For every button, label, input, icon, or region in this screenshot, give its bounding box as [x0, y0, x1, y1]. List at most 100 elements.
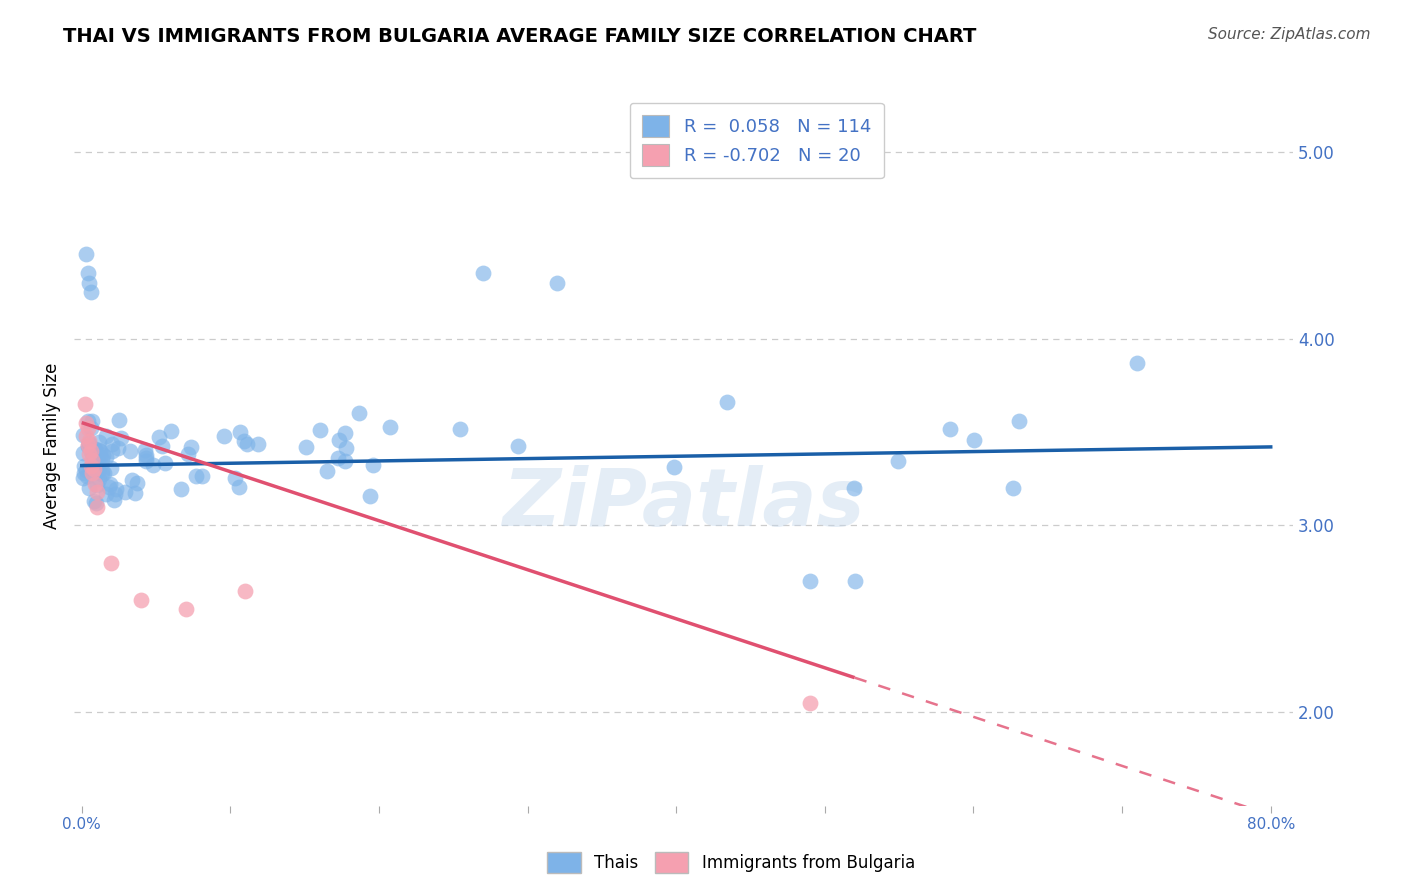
Point: [546, 276, 568, 290]
Point: [121, 473, 143, 487]
Point: [87, 450, 110, 465]
Point: [449, 421, 471, 435]
Point: [86, 465, 108, 479]
Point: [79, 461, 101, 475]
Point: [129, 593, 152, 607]
Point: [79, 443, 101, 458]
Point: [333, 454, 356, 468]
Point: [120, 444, 142, 458]
Point: [104, 487, 127, 501]
Legend: R =  0.058   N = 114, R = -0.702   N = 20: R = 0.058 N = 114, R = -0.702 N = 20: [630, 103, 884, 178]
Point: [76, 266, 98, 280]
Point: [191, 469, 214, 483]
Point: [235, 437, 257, 451]
Point: [844, 574, 866, 589]
Point: [90, 467, 112, 482]
Point: [224, 471, 246, 485]
Point: [101, 443, 124, 458]
Point: [83, 442, 105, 456]
Point: [79, 458, 101, 473]
Point: [80, 414, 103, 428]
Point: [76, 468, 98, 483]
Point: [135, 451, 157, 466]
Point: [89, 444, 111, 458]
Text: ZiPatlas: ZiPatlas: [502, 465, 865, 542]
Point: [89, 450, 111, 464]
Point: [83, 442, 105, 456]
Point: [94, 487, 117, 501]
Point: [108, 413, 131, 427]
Point: [80, 421, 103, 435]
Point: [104, 483, 127, 497]
Point: [72, 471, 94, 485]
Point: [100, 556, 122, 570]
Point: [84, 458, 107, 473]
Point: [73, 459, 96, 474]
Point: [150, 439, 173, 453]
Point: [1008, 414, 1031, 428]
Point: [506, 439, 529, 453]
Point: [662, 459, 685, 474]
Point: [72, 446, 94, 460]
Point: [214, 429, 236, 443]
Point: [333, 426, 356, 441]
Point: [79, 285, 101, 299]
Point: [1126, 356, 1149, 370]
Point: [77, 435, 100, 450]
Point: [228, 425, 250, 439]
Point: [77, 414, 100, 428]
Point: [82, 448, 104, 462]
Point: [472, 266, 495, 280]
Point: [233, 583, 256, 598]
Point: [87, 472, 110, 486]
Y-axis label: Average Family Size: Average Family Size: [44, 363, 60, 529]
Point: [83, 454, 105, 468]
Point: [295, 440, 318, 454]
Point: [180, 440, 202, 454]
Point: [716, 394, 738, 409]
Point: [86, 500, 108, 514]
Text: Source: ZipAtlas.com: Source: ZipAtlas.com: [1208, 27, 1371, 42]
Point: [124, 485, 146, 500]
Point: [135, 454, 157, 468]
Point: [90, 464, 112, 478]
Point: [75, 462, 97, 476]
Point: [328, 434, 350, 448]
Point: [75, 247, 97, 261]
Point: [87, 443, 110, 458]
Point: [135, 448, 157, 462]
Point: [359, 489, 381, 503]
Point: [87, 435, 110, 450]
Text: THAI VS IMMIGRANTS FROM BULGARIA AVERAGE FAMILY SIZE CORRELATION CHART: THAI VS IMMIGRANTS FROM BULGARIA AVERAGE…: [63, 27, 977, 45]
Point: [170, 482, 193, 496]
Point: [76, 438, 98, 452]
Point: [82, 466, 104, 480]
Point: [1001, 482, 1024, 496]
Point: [799, 574, 821, 589]
Point: [91, 449, 114, 463]
Point: [335, 442, 357, 456]
Point: [84, 496, 107, 510]
Point: [326, 451, 349, 466]
Legend: Thais, Immigrants from Bulgaria: Thais, Immigrants from Bulgaria: [541, 846, 921, 880]
Point: [308, 423, 330, 437]
Point: [160, 424, 183, 438]
Point: [107, 441, 129, 455]
Point: [86, 484, 108, 499]
Point: [77, 439, 100, 453]
Point: [77, 434, 100, 449]
Point: [148, 429, 170, 443]
Point: [97, 480, 120, 494]
Point: [316, 464, 339, 478]
Point: [76, 421, 98, 435]
Point: [887, 454, 910, 468]
Point: [153, 456, 176, 470]
Point: [799, 696, 821, 710]
Point: [100, 461, 122, 475]
Point: [844, 481, 866, 495]
Point: [134, 443, 156, 458]
Point: [174, 602, 197, 616]
Point: [142, 458, 165, 472]
Point: [83, 462, 105, 476]
Point: [184, 469, 207, 483]
